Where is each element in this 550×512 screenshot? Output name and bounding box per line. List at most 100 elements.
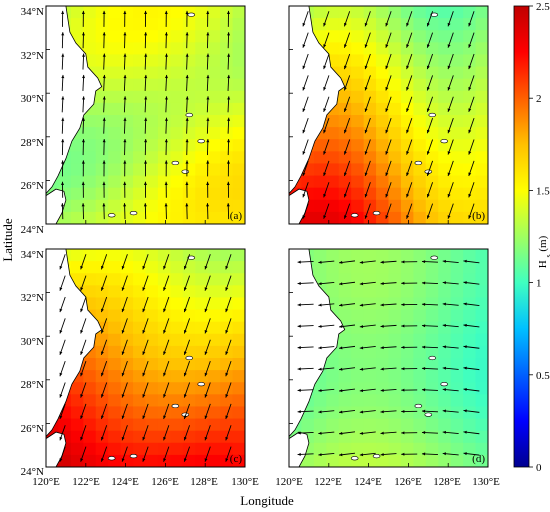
field-cell bbox=[95, 187, 109, 201]
wind-arrow-head bbox=[359, 282, 364, 286]
field-cell bbox=[108, 54, 122, 68]
wind-arrow-head bbox=[406, 108, 410, 112]
field-cell bbox=[475, 30, 488, 43]
panel-label: (b) bbox=[472, 210, 485, 222]
field-cell bbox=[170, 151, 184, 165]
field-cell bbox=[157, 30, 171, 43]
field-cell bbox=[475, 6, 488, 19]
field-cell bbox=[232, 273, 245, 286]
field-cell bbox=[326, 261, 340, 274]
field-cell bbox=[425, 430, 439, 444]
wind-arrow-head bbox=[185, 117, 189, 121]
wind-arrow-head bbox=[323, 129, 327, 134]
wind-arrow-head bbox=[323, 215, 327, 219]
field-cell bbox=[207, 42, 221, 56]
wind-arrow-head bbox=[143, 181, 147, 185]
field-cell bbox=[313, 211, 327, 224]
mainland-coast bbox=[46, 6, 103, 195]
wind-arrow-head bbox=[121, 436, 125, 441]
field-cell bbox=[388, 370, 402, 383]
field-cell bbox=[363, 175, 377, 189]
field-cell bbox=[108, 382, 122, 395]
field-cell bbox=[400, 199, 414, 213]
wind-arrow-head bbox=[463, 345, 467, 349]
field-cell bbox=[388, 261, 402, 274]
field-cell bbox=[108, 139, 122, 152]
field-cell bbox=[351, 249, 365, 262]
field-cell bbox=[425, 66, 439, 80]
field-cell bbox=[376, 454, 390, 467]
field-cell bbox=[463, 30, 477, 43]
field-cell bbox=[83, 139, 97, 152]
field-cell bbox=[220, 370, 234, 383]
wind-arrow-head bbox=[59, 394, 63, 398]
wind-arrow-head bbox=[144, 53, 148, 57]
field-cell bbox=[400, 261, 414, 274]
wind-arrow-head bbox=[59, 351, 63, 355]
colorbar-tick-label: 1.5 bbox=[536, 185, 550, 197]
field-cell bbox=[108, 151, 122, 165]
field-cell bbox=[400, 285, 414, 299]
field-cell bbox=[133, 78, 147, 92]
field-cell bbox=[400, 394, 414, 408]
field-cell bbox=[145, 442, 159, 456]
field-cell bbox=[363, 418, 377, 432]
field-cell bbox=[157, 115, 171, 128]
field-cell bbox=[413, 442, 427, 456]
field-cell bbox=[450, 42, 464, 56]
field-cell bbox=[313, 418, 327, 432]
field-cell bbox=[232, 30, 245, 43]
field-cell bbox=[450, 406, 464, 420]
field-cell bbox=[338, 297, 352, 311]
field-cell bbox=[425, 454, 439, 467]
field-cell bbox=[220, 139, 234, 152]
field-cell bbox=[207, 139, 221, 152]
wind-arrow-head bbox=[339, 389, 343, 393]
field-cell bbox=[438, 30, 452, 43]
wind-arrow-head bbox=[401, 409, 405, 414]
field-cell bbox=[83, 261, 97, 274]
field-cell bbox=[232, 139, 245, 152]
colorbar-tick-label: 2.5 bbox=[536, 1, 550, 13]
field-cell bbox=[463, 333, 477, 347]
wind-arrow-head bbox=[302, 22, 306, 27]
field-cell bbox=[145, 115, 159, 128]
wind-arrow-head bbox=[339, 303, 343, 307]
field-cell bbox=[170, 333, 184, 347]
wind-arrow-head bbox=[318, 346, 322, 350]
wind-arrow-head bbox=[204, 394, 208, 398]
field-cell bbox=[338, 442, 352, 456]
wind-arrow-head bbox=[121, 308, 125, 313]
field-cell bbox=[145, 6, 159, 19]
field-cell bbox=[413, 139, 427, 152]
wind-arrow-head bbox=[463, 387, 467, 391]
wind-arrow-head bbox=[225, 415, 229, 419]
wind-arrow-head bbox=[61, 32, 65, 36]
field-cell bbox=[157, 249, 171, 262]
wind-arrow-head bbox=[344, 65, 347, 70]
field-cell bbox=[182, 54, 196, 68]
wind-arrow-head bbox=[121, 372, 125, 377]
wind-arrow-head bbox=[359, 367, 364, 371]
field-cell bbox=[413, 151, 427, 165]
field-cell bbox=[438, 90, 452, 104]
field-cell bbox=[95, 102, 109, 116]
field-cell bbox=[363, 382, 377, 395]
field-cell bbox=[70, 151, 84, 165]
lon-tick: 128°E bbox=[433, 476, 461, 488]
wind-arrow-head bbox=[339, 410, 343, 414]
field-cell bbox=[326, 370, 340, 383]
wind-arrow-head bbox=[339, 346, 343, 350]
wind-arrow-head bbox=[447, 65, 451, 70]
field-cell bbox=[108, 78, 122, 92]
field-cell bbox=[326, 127, 340, 140]
field-cell bbox=[120, 199, 134, 213]
field-cell bbox=[157, 321, 171, 335]
field-cell bbox=[95, 382, 109, 395]
wind-arrow-head bbox=[225, 308, 229, 313]
wind-arrow-head bbox=[183, 436, 187, 441]
wind-arrow-head bbox=[339, 282, 343, 286]
lon-tick: 124°E bbox=[111, 476, 139, 488]
field-cell bbox=[133, 199, 147, 213]
field-cell bbox=[475, 163, 488, 177]
